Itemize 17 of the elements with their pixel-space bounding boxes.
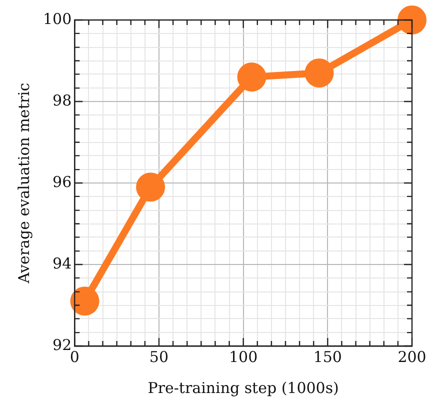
y-tick-label: 96	[52, 172, 72, 191]
x-tick-label: 0	[70, 348, 80, 366]
y-tick-label: 92	[52, 336, 72, 354]
point	[398, 6, 426, 34]
x-tick-label: 50	[149, 348, 169, 366]
y-axis-title: Average evaluation metric	[14, 82, 33, 284]
point	[304, 58, 334, 88]
x-tick-label: 200	[398, 348, 426, 366]
x-tick-label: 100	[228, 348, 258, 366]
point	[237, 62, 266, 92]
point	[70, 286, 100, 316]
x-tick-label: 150	[313, 348, 342, 366]
x-axis-title: Pre-training step (1000s)	[148, 378, 339, 397]
y-tick-label: 94	[52, 254, 72, 272]
point	[136, 172, 166, 202]
y-tick-label: 100	[42, 10, 72, 28]
y-tick-label: 98	[52, 91, 72, 110]
